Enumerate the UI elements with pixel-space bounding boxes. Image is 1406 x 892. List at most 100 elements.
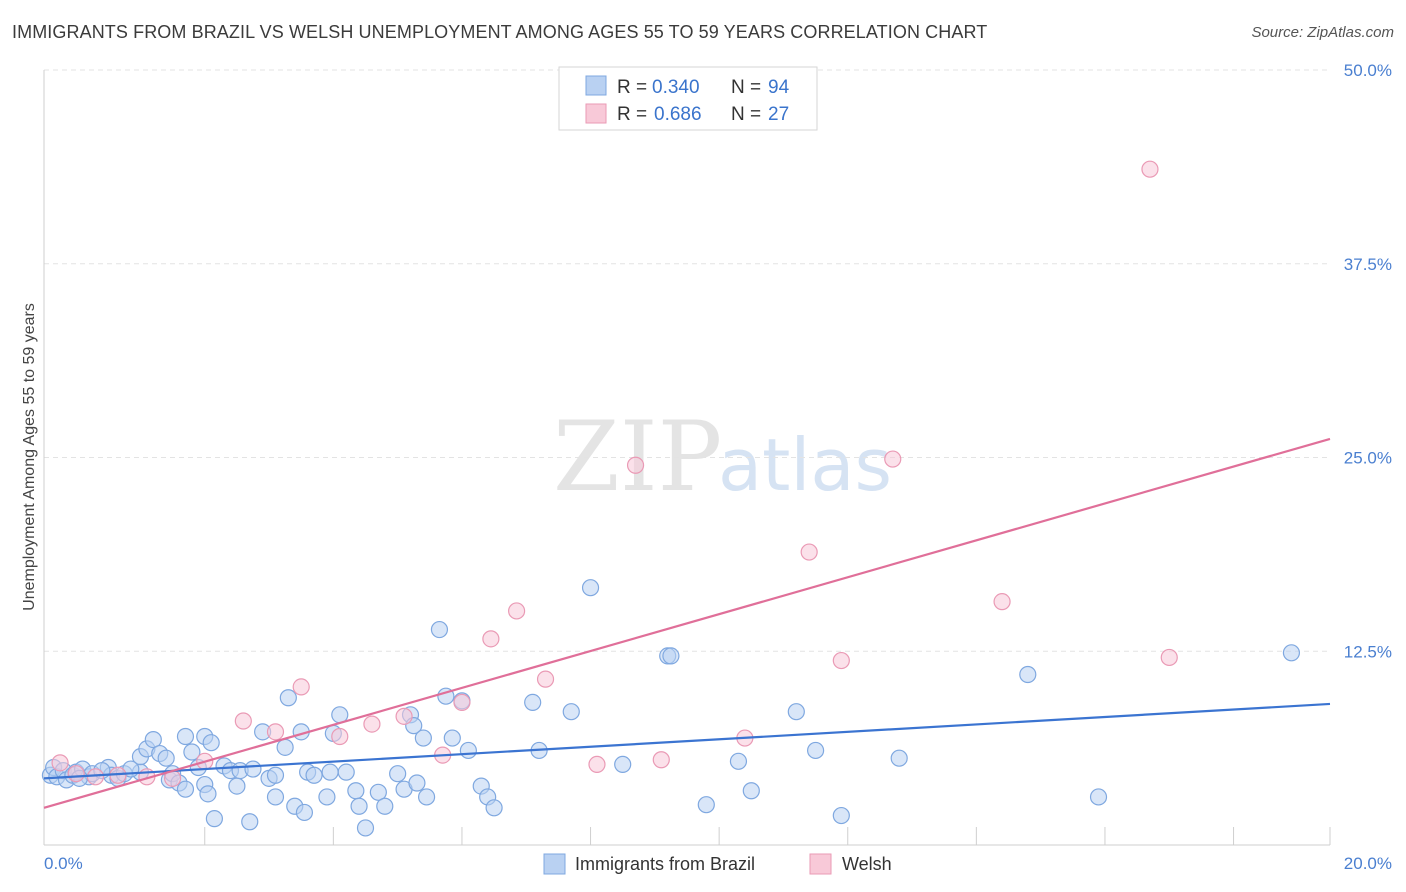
data-point-welsh <box>1160 648 1178 667</box>
data-point-brazil <box>241 813 259 831</box>
legend-n-label-welsh: N = <box>731 104 761 125</box>
legend-swatch-brazil <box>585 75 607 96</box>
x-tick-marks <box>43 827 1331 845</box>
data-point-brazil <box>1089 788 1108 806</box>
data-point-brazil <box>742 782 760 800</box>
data-point-brazil <box>266 766 285 784</box>
bottom-legend-label-welsh: Welsh <box>842 854 892 874</box>
data-point-brazil <box>244 760 262 778</box>
legend-n-value-brazil: 94 <box>768 77 790 98</box>
data-point-welsh <box>884 450 902 468</box>
x-tick-label-min: 0.0% <box>44 854 83 873</box>
data-point-welsh <box>626 456 645 474</box>
data-point-brazil <box>276 738 294 756</box>
legend-r-label-welsh: R = <box>617 104 647 125</box>
data-point-brazil <box>806 741 825 760</box>
bottom-legend-swatch-welsh <box>809 853 832 875</box>
series-welsh-points <box>51 160 1178 787</box>
y-tick-label-37.5: 37.5% <box>1344 255 1392 274</box>
bottom-legend-label-brazil: Immigrants from Brazil <box>575 854 755 874</box>
data-point-brazil <box>295 803 314 822</box>
data-point-welsh <box>832 651 850 670</box>
data-point-welsh <box>266 723 285 741</box>
data-point-welsh <box>588 755 606 774</box>
data-point-brazil <box>614 755 632 774</box>
data-point-brazil <box>376 797 394 815</box>
data-point-brazil <box>266 788 285 806</box>
data-point-brazil <box>1282 644 1301 662</box>
y-axis-label: Unemployment Among Ages 55 to 59 years <box>21 303 38 611</box>
data-point-brazil <box>1019 665 1037 684</box>
data-point-welsh <box>536 670 555 688</box>
y-tick-label-12.5: 12.5% <box>1344 642 1392 661</box>
data-point-brazil <box>228 777 246 795</box>
data-point-welsh <box>67 765 85 783</box>
data-point-welsh <box>363 715 381 733</box>
source-credit: Source: ZipAtlas.com <box>1251 24 1394 41</box>
data-point-brazil <box>581 579 600 597</box>
data-point-brazil <box>524 693 542 712</box>
legend-box: R = 0.340 N = 94 R = 0.686 N = 27 <box>558 66 818 131</box>
y-tick-label-50: 50.0% <box>1344 61 1392 80</box>
data-point-welsh <box>453 693 471 712</box>
legend-r-value-welsh: 0.686 <box>654 104 702 125</box>
data-point-welsh <box>86 768 105 786</box>
data-point-welsh <box>234 712 252 730</box>
data-point-welsh <box>482 630 500 648</box>
data-point-brazil <box>318 788 336 806</box>
data-point-brazil <box>729 752 748 770</box>
data-point-brazil <box>176 780 195 798</box>
trend-line-brazil <box>43 702 1331 780</box>
data-point-welsh <box>292 678 310 696</box>
series-brazil-points <box>41 579 1301 837</box>
data-point-brazil <box>389 765 407 783</box>
data-point-brazil <box>408 774 426 792</box>
data-point-brazil <box>832 806 850 825</box>
bottom-legend-swatch-brazil <box>543 853 566 875</box>
data-point-brazil <box>562 703 580 721</box>
data-point-brazil <box>183 743 201 761</box>
data-point-brazil <box>144 730 162 749</box>
data-point-brazil <box>459 741 477 760</box>
legend-n-label-brazil: N = <box>731 77 761 98</box>
y-tick-label-25: 25.0% <box>1344 449 1392 468</box>
data-point-brazil <box>430 620 449 639</box>
legend-r-label-brazil: R = <box>617 77 647 98</box>
data-point-brazil <box>279 689 297 707</box>
data-point-brazil <box>347 782 365 800</box>
chart-title: IMMIGRANTS FROM BRAZIL VS WELSH UNEMPLOY… <box>12 22 988 42</box>
data-point-brazil <box>485 799 503 817</box>
data-point-brazil <box>202 734 220 752</box>
data-point-welsh <box>800 543 818 561</box>
data-point-brazil <box>417 788 436 806</box>
x-tick-label-max: 20.0% <box>1344 854 1392 873</box>
data-point-welsh <box>1141 160 1159 178</box>
gridlines <box>44 69 1330 652</box>
data-point-brazil <box>157 749 175 767</box>
trend-line-welsh <box>43 437 1331 809</box>
data-point-brazil <box>321 763 339 781</box>
data-point-welsh <box>331 727 349 746</box>
data-point-brazil <box>697 796 715 814</box>
data-point-brazil <box>176 727 195 746</box>
data-point-brazil <box>414 729 432 747</box>
legend-r-value-brazil: 0.340 <box>652 77 700 98</box>
legend-n-value-welsh: 27 <box>768 104 789 125</box>
data-point-brazil <box>205 810 223 828</box>
data-point-welsh <box>508 602 526 620</box>
data-point-brazil <box>199 785 217 803</box>
data-point-brazil <box>662 647 680 665</box>
data-point-brazil <box>890 749 908 767</box>
data-point-welsh <box>51 754 69 772</box>
data-point-brazil <box>369 783 387 801</box>
data-point-brazil <box>787 703 805 721</box>
data-point-brazil <box>356 819 375 837</box>
data-point-brazil <box>305 766 323 784</box>
bottom-legend: Immigrants from Brazil Welsh <box>543 853 892 875</box>
data-point-welsh <box>652 751 670 769</box>
legend-swatch-welsh <box>585 103 607 124</box>
watermark-atlas: atlas <box>718 423 892 507</box>
data-point-brazil <box>350 797 368 815</box>
data-point-welsh <box>395 707 413 725</box>
